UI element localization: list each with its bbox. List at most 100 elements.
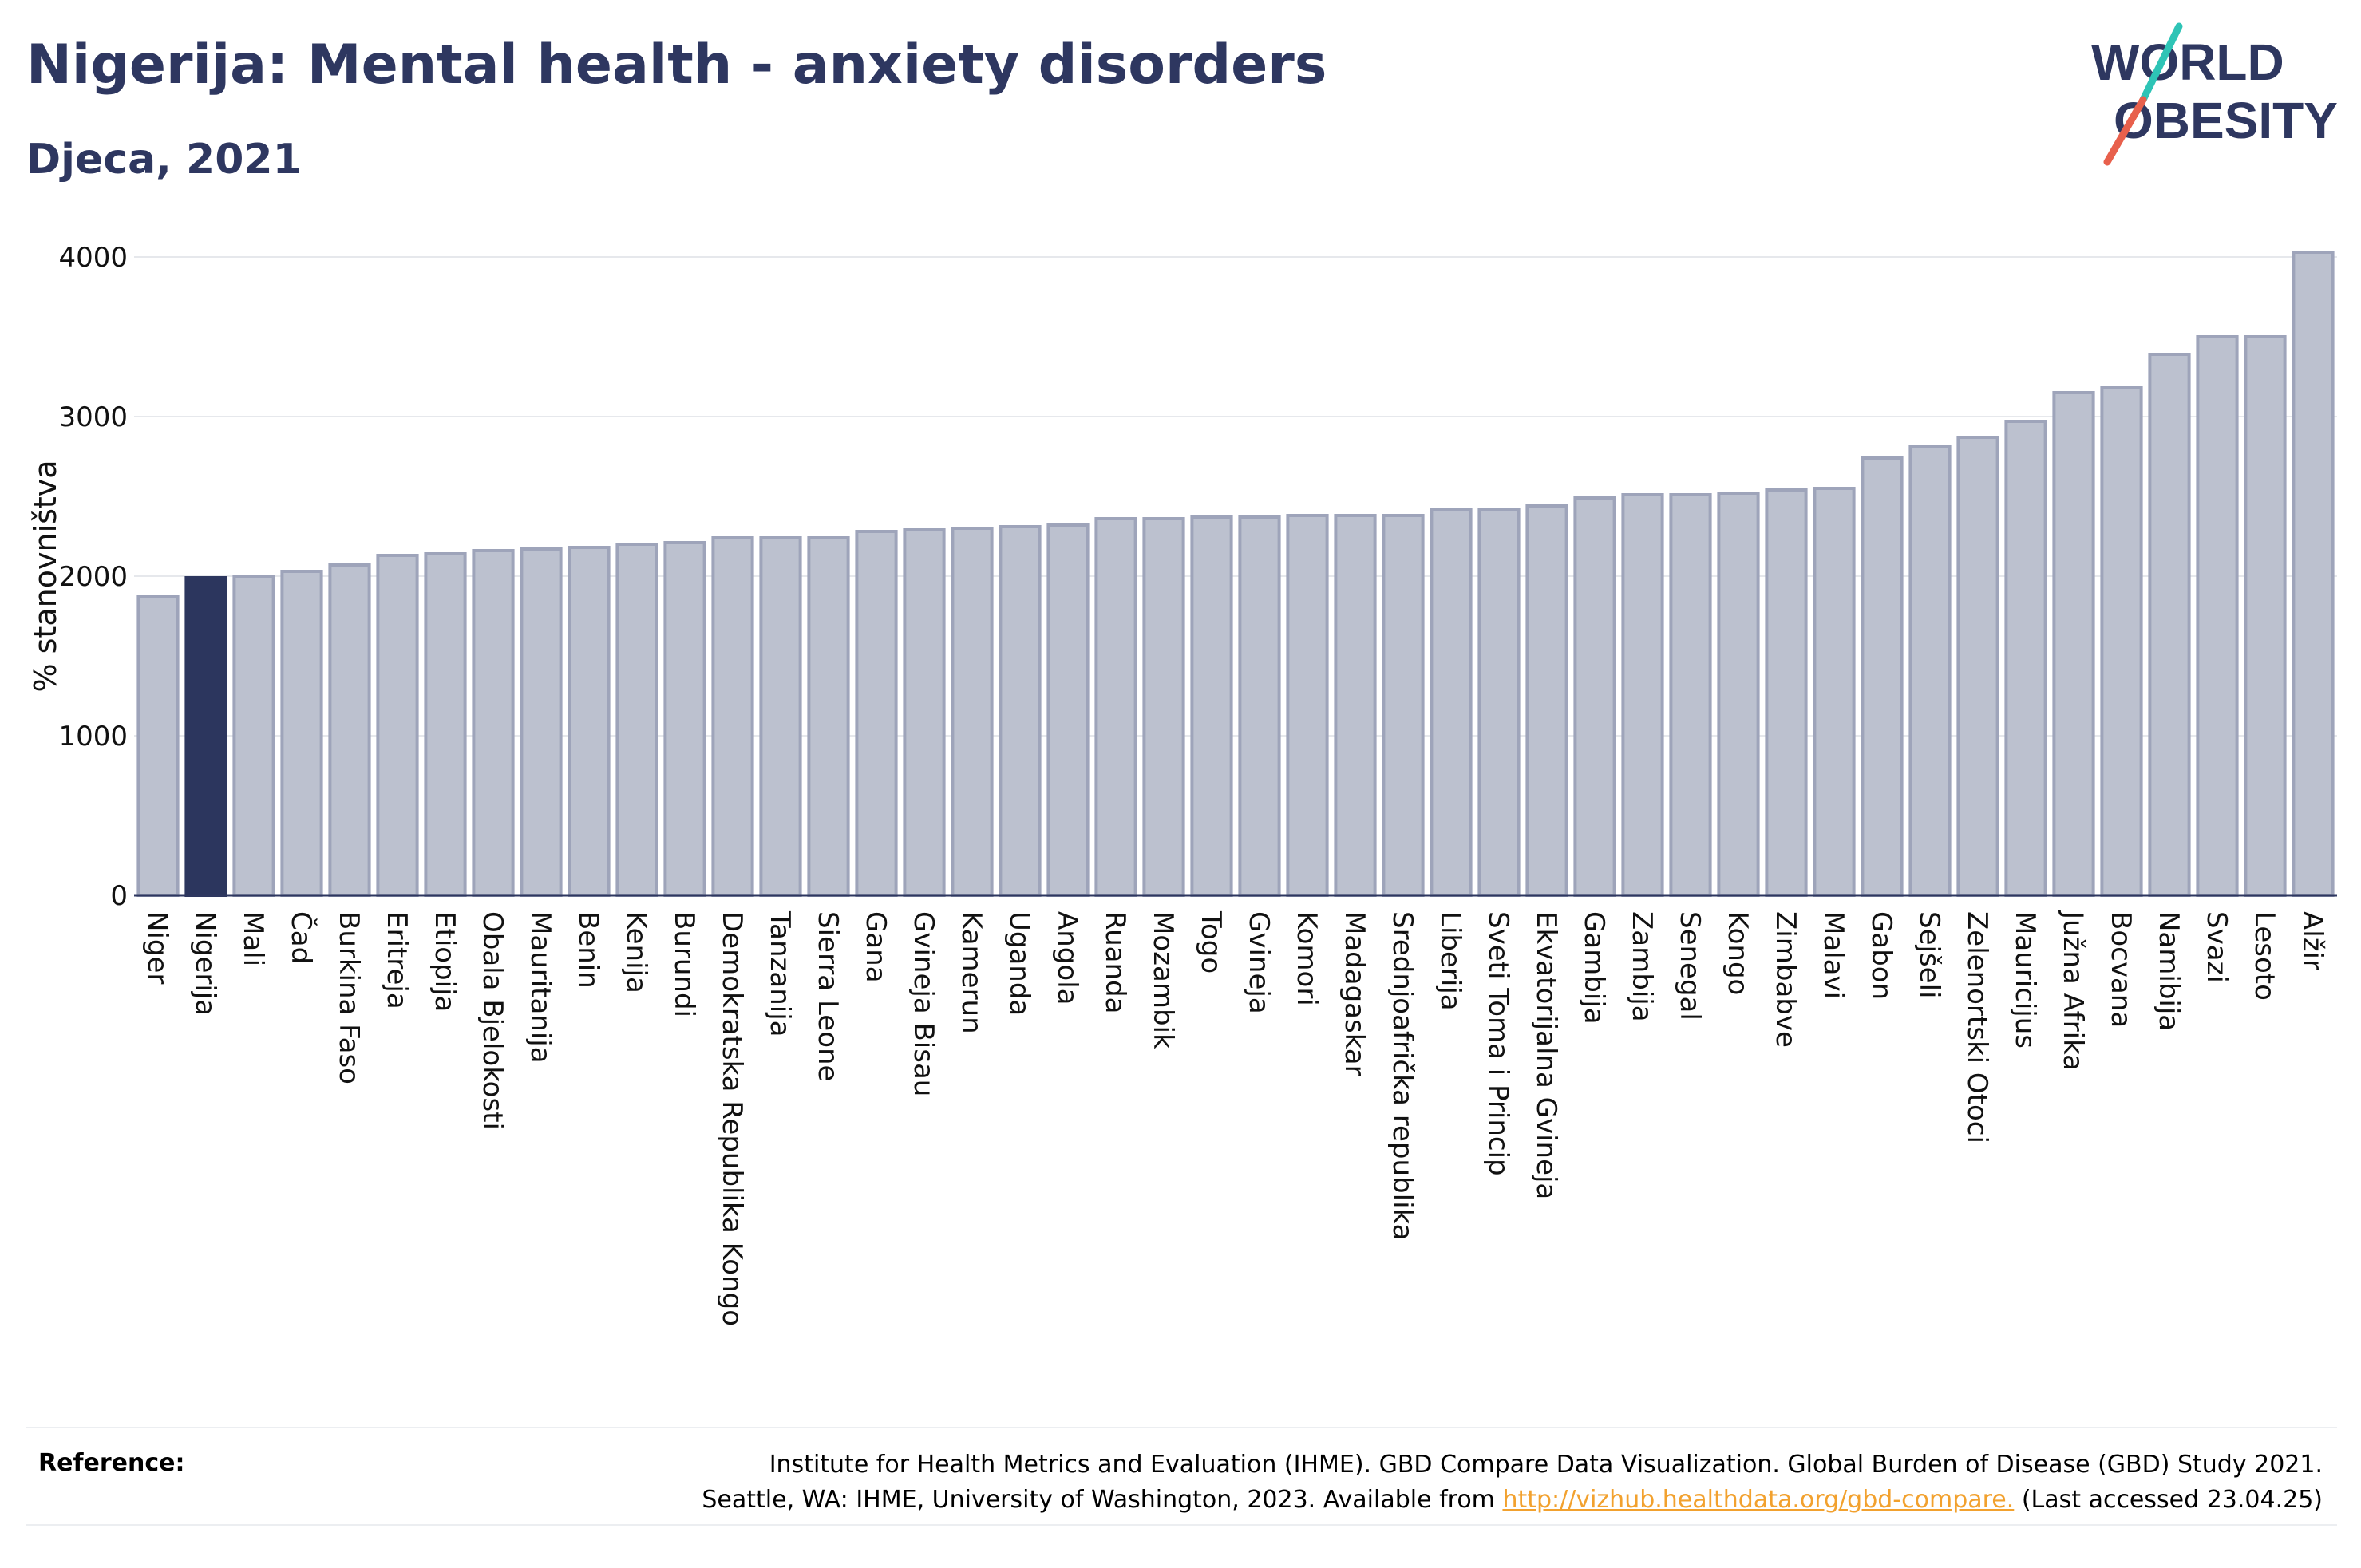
reference-line2: Seattle, WA: IHME, University of Washing…: [702, 1483, 2323, 1518]
x-tick-label: Tanzanija: [764, 910, 796, 1037]
bar: [855, 530, 898, 897]
bar: [1477, 508, 1521, 897]
x-tick-label: Malavi: [1817, 911, 1849, 999]
x-tick-label: Kamerun: [955, 911, 987, 1034]
x-tick-label: Komori: [1291, 911, 1323, 1006]
y-axis-label: % stanovništva: [28, 460, 63, 692]
bar: [1046, 523, 1090, 897]
bar: [1669, 493, 1712, 897]
x-tick-label: Burundi: [668, 911, 700, 1017]
logo-slash-coral: [2103, 96, 2147, 166]
y-tick-label: 2000: [58, 561, 128, 593]
reference-label: Reference:: [38, 1449, 185, 1477]
bar: [1334, 514, 1377, 897]
x-tick-label: Kenija: [620, 911, 652, 993]
bar: [184, 576, 227, 897]
bar: [1717, 492, 1760, 897]
x-tick-label: Niger: [141, 911, 173, 984]
logo-line1: WORLD: [2091, 34, 2284, 91]
x-tick-label: Uganda: [1003, 911, 1035, 1016]
reference-divider-bottom: [26, 1524, 2337, 1526]
x-tick-label: Burkina Faso: [333, 911, 365, 1084]
bar: [2244, 335, 2287, 897]
y-tick-label: 1000: [58, 721, 128, 752]
x-tick-label: Gana: [860, 911, 892, 983]
bar: [1956, 436, 1999, 897]
bar: [1286, 514, 1329, 897]
x-tick-label: Mauricijus: [2009, 911, 2041, 1049]
x-tick-label: Senegal: [1674, 911, 1706, 1021]
x-tick-label: Nigerija: [189, 911, 221, 1016]
bar: [1908, 445, 1952, 897]
bar: [2148, 353, 2191, 897]
bar: [1861, 456, 1904, 897]
bar: [1094, 517, 1137, 897]
x-tick-label: Obala Bjelokosti: [477, 911, 508, 1130]
bar: [568, 546, 611, 897]
bar: [472, 549, 515, 897]
bar: [2100, 386, 2143, 897]
bar: [232, 575, 275, 897]
reference-link[interactable]: http://vizhub.healthdata.org/gbd-compare…: [1502, 1486, 2015, 1514]
x-tick-label: Mauritanija: [524, 911, 556, 1064]
x-tick-label: Kongo: [1722, 911, 1754, 995]
bar: [903, 528, 946, 897]
y-tick-label: 0: [110, 880, 128, 912]
x-tick-label: Mali: [237, 911, 269, 966]
bar: [1813, 487, 1856, 897]
x-tick-label: Sierra Leone: [812, 911, 844, 1081]
bar: [807, 536, 850, 897]
bar: [1573, 496, 1616, 897]
x-tick-label: Srednjoafrička republika: [1386, 911, 1418, 1240]
bar: [759, 536, 802, 897]
x-tick-label: Liberija: [1434, 911, 1466, 1011]
bar: [951, 527, 994, 897]
x-tick-label: Eritreja: [381, 911, 413, 1009]
x-tick-label: Mozambik: [1147, 911, 1179, 1049]
x-tick-label: Madagaskar: [1339, 911, 1370, 1076]
bar: [1621, 493, 1664, 897]
x-tick-label: Ruanda: [1099, 911, 1131, 1013]
x-tick-label: Zimbabve: [1770, 911, 1801, 1048]
x-tick-label: Sejšeli: [1913, 911, 1945, 998]
x-tick-label: Lesoto: [2248, 911, 2280, 1001]
bar: [1430, 508, 1473, 897]
x-tick-label: Gvineja Bisau: [908, 911, 939, 1096]
bar: [999, 525, 1042, 897]
x-tick-label: Gabon: [1865, 911, 1897, 1000]
bar: [1525, 504, 1568, 897]
x-tick-label: Namibija: [2153, 911, 2185, 1031]
world-obesity-logo: WORLD OBESITY: [2091, 22, 2338, 166]
bar-chart: 0 1000 2000 3000 4000 % stanovništva Niger Nige…: [28, 242, 2337, 1326]
bar: [711, 536, 754, 897]
bar: [520, 547, 563, 897]
x-tick-label: Svazi: [2201, 911, 2232, 983]
y-tick-label: 4000: [58, 242, 128, 274]
bar: [2004, 420, 2047, 897]
bar: [1190, 515, 1233, 897]
x-tick-label: Demokratska Republika Kongo: [716, 911, 748, 1326]
bar: [376, 554, 419, 897]
reference-line2-suffix: (Last accessed 23.04.25): [2014, 1486, 2323, 1514]
x-tick-label: Alžir: [2296, 911, 2328, 970]
reference-line1: Institute for Health Metrics and Evaluat…: [769, 1451, 2323, 1479]
reference-divider-top: [26, 1427, 2337, 1428]
bar: [663, 541, 706, 897]
logo-slash-teal: [2139, 22, 2183, 104]
chart-subtitle: Djeca, 2021: [26, 136, 302, 184]
y-tick-label: 3000: [58, 401, 128, 433]
bar: [328, 563, 371, 897]
logo-line2: OBESITY: [2114, 92, 2338, 149]
bar: [1142, 517, 1185, 897]
bar: [2292, 251, 2335, 897]
bar: [1382, 514, 1425, 897]
x-tick-label: Južna Afrika: [2057, 910, 2089, 1071]
x-tick-label: Benin: [572, 911, 604, 989]
bar: [1765, 488, 1808, 897]
bar: [615, 543, 658, 897]
chart-title: Nigerija: Mental health - anxiety disord…: [26, 34, 1327, 97]
reference-text: Institute for Health Metrics and Evaluat…: [702, 1448, 2323, 1518]
bar: [2196, 335, 2239, 897]
x-tick-label: Etiopija: [429, 911, 461, 1012]
reference-line2-prefix: Seattle, WA: IHME, University of Washing…: [702, 1486, 1503, 1514]
